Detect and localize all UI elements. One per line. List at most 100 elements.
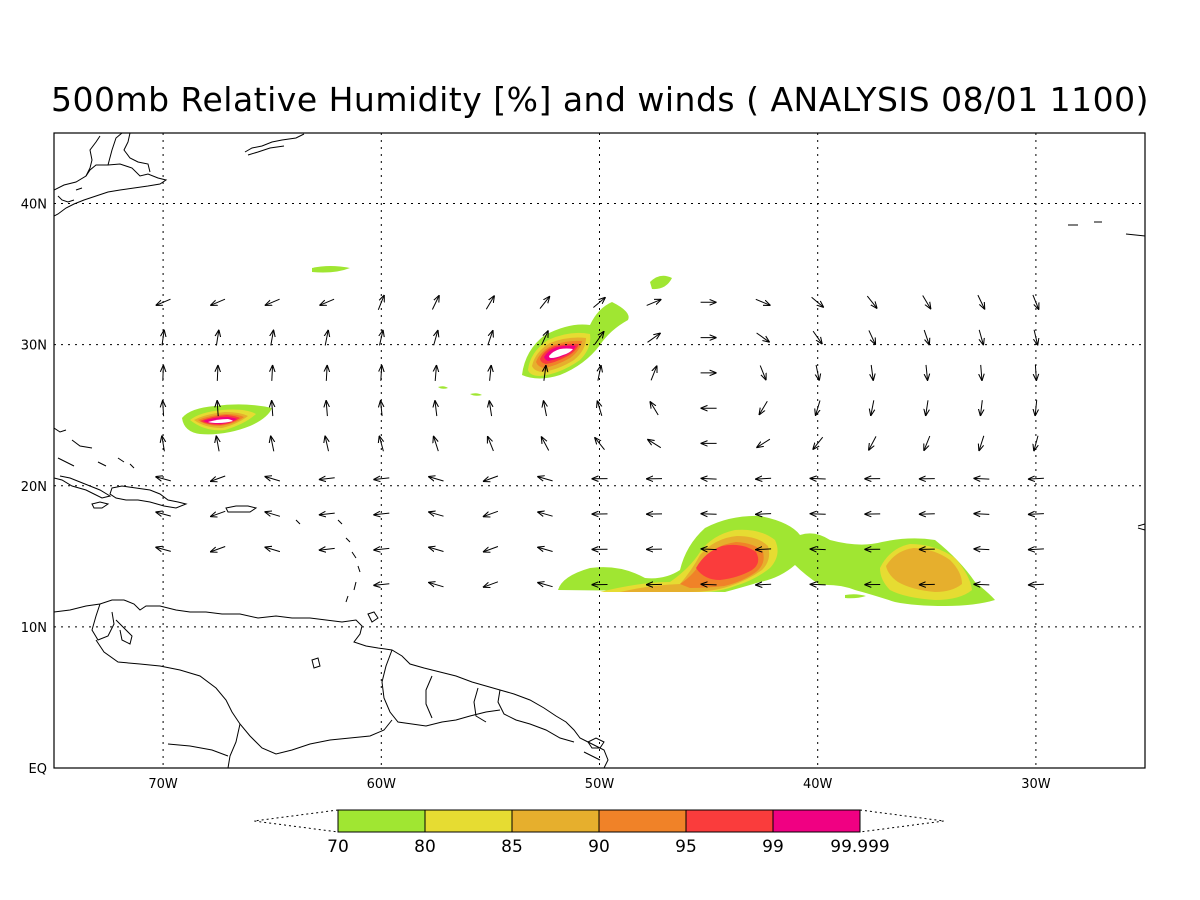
wind-arrow	[216, 436, 219, 452]
wind-arrow	[537, 547, 553, 551]
lon-tick-label: 30W	[1021, 777, 1051, 792]
wind-arrow	[155, 477, 171, 481]
wind-arrow	[156, 298, 171, 305]
wind-arrow	[701, 514, 717, 515]
wind-arrow	[373, 584, 390, 586]
wind-arrow	[373, 548, 390, 550]
wind-arrow	[216, 330, 219, 346]
border-brazil	[167, 723, 241, 768]
wind-arrow	[1035, 400, 1037, 416]
wind-arrow	[210, 546, 226, 553]
wind-arrow	[755, 298, 771, 305]
wind-arrow	[162, 330, 164, 346]
wind-arrow	[701, 584, 717, 585]
coastline-azores	[1068, 221, 1145, 237]
wind-arrow	[326, 365, 327, 381]
humidity-blob-west	[182, 404, 272, 435]
coastline-cuba	[54, 475, 112, 499]
wind-arrow	[871, 400, 874, 416]
wind-arrow	[265, 547, 281, 552]
wind-arrow	[319, 548, 335, 550]
wind-arrow	[647, 439, 662, 449]
wind-arrow	[210, 475, 226, 482]
wind-arrow	[759, 401, 768, 415]
wind-arrow	[265, 476, 281, 481]
wind-arrow	[979, 435, 985, 451]
wind-arrow	[271, 330, 274, 346]
wind-arrow	[755, 478, 772, 479]
wind-arrow	[485, 296, 494, 310]
coastline-jamaica	[91, 501, 110, 509]
lon-tick-label: 40W	[803, 777, 833, 792]
wind-arrow	[381, 400, 383, 417]
wind-arrow	[868, 330, 876, 345]
wind-arrow	[1034, 435, 1038, 452]
coastline	[54, 133, 1145, 768]
wind-arrow	[701, 478, 717, 479]
wind-arrow	[1028, 478, 1044, 479]
colorbar-label: 90	[588, 837, 610, 857]
wind-arrow	[647, 333, 661, 343]
wind-arrow	[537, 477, 553, 481]
wind-arrow	[265, 298, 280, 305]
wind-arrow	[433, 436, 439, 452]
wind-arrow	[755, 514, 772, 515]
wind-arrow	[1034, 329, 1038, 346]
lat-tick-label: 10N	[21, 621, 47, 636]
wind-arrow	[756, 438, 771, 448]
wind-arrow	[483, 546, 499, 553]
humidity-shading	[182, 266, 995, 606]
wind-arrow	[489, 400, 491, 417]
wind-arrow	[544, 365, 546, 381]
wind-arrow	[272, 400, 273, 417]
colorbar-swatch	[772, 809, 861, 833]
wind-arrow	[759, 365, 766, 381]
border-guianas	[425, 675, 575, 743]
colorbar: 70 80 85 90 95 99 99.999	[253, 809, 945, 857]
colorbar-label: 80	[414, 837, 436, 857]
wind-arrow	[922, 295, 931, 310]
colorbar-swatch	[424, 809, 513, 833]
wind-arrow	[979, 329, 983, 345]
wind-arrow	[217, 365, 218, 381]
lon-tick-label: 50W	[585, 777, 615, 792]
colorbar-swatch	[337, 809, 426, 833]
wind-arrow	[434, 330, 438, 346]
wind-arrow	[973, 549, 990, 550]
wind-arrow	[595, 437, 605, 451]
wind-arrow	[810, 584, 826, 585]
wind-arrow	[977, 294, 985, 309]
wind-arrow	[598, 365, 601, 381]
axis-labels: 70W 60W 50W 40W 30W EQ 10N 20N 30N 40N	[21, 198, 1051, 792]
colorbar-label: 99.999	[830, 837, 889, 857]
wind-vectors	[155, 295, 1044, 587]
wind-arrow	[537, 512, 553, 516]
lat-tick-label: 30N	[21, 339, 47, 354]
wind-arrow	[926, 400, 928, 416]
coastline-maracaibo	[91, 603, 133, 645]
wind-arrow	[377, 295, 384, 310]
wind-arrow	[483, 510, 499, 516]
wind-arrow	[1028, 514, 1044, 515]
wind-arrow	[810, 478, 826, 479]
wind-arrow	[265, 512, 281, 517]
colorbar-label: 99	[762, 837, 784, 857]
wind-arrow	[210, 298, 226, 305]
wind-arrow	[973, 478, 990, 479]
wind-arrow	[869, 436, 877, 450]
wind-arrow	[319, 513, 335, 515]
wind-arrow	[428, 547, 444, 552]
wind-arrow	[812, 330, 822, 344]
lat-tick-label: 20N	[21, 480, 47, 495]
wind-arrow	[373, 478, 390, 480]
wind-arrow	[155, 547, 171, 551]
lon-tick-label: 60W	[367, 777, 397, 792]
wind-arrow	[483, 581, 499, 588]
wind-arrow	[435, 365, 436, 381]
wind-arrow	[650, 366, 657, 381]
coastline-south-america	[54, 599, 609, 768]
map-title: 500mb Relative Humidity [%] and winds ( …	[50, 80, 1150, 119]
wind-arrow	[162, 436, 165, 452]
coastline-north-america	[54, 163, 168, 217]
humidity-blob-central	[438, 275, 672, 396]
